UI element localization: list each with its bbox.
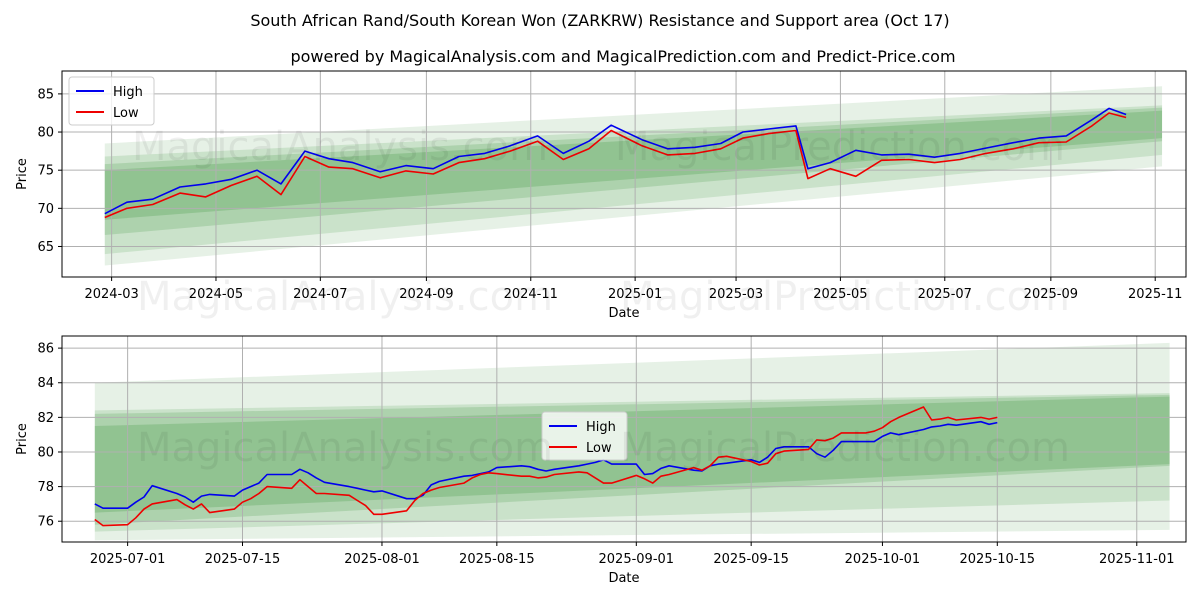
y-tick-label: 80 bbox=[37, 126, 54, 141]
x-tick-label: 2025-10-01 bbox=[845, 552, 921, 567]
x-tick-label: 2025-11 bbox=[1128, 287, 1182, 302]
support-resistance-band bbox=[94, 393, 1170, 532]
legend-label-high: High bbox=[586, 420, 616, 435]
x-tick-label: 2025-08-01 bbox=[344, 552, 420, 567]
y-axis-label: Price bbox=[15, 158, 30, 190]
watermark-left-top: MagicalAnalysis.com bbox=[132, 124, 548, 170]
y-tick-label: 85 bbox=[37, 87, 54, 102]
watermark-right-bottom: MagicalPrediction.com bbox=[620, 425, 1070, 471]
top-price-chart: 2024-03 2024-05 2024-07 2024-09 2024-11 2025-… bbox=[15, 70, 1187, 321]
chart-title: South African Rand/South Korean Won (ZAR… bbox=[250, 11, 949, 30]
y-tick-label: 82 bbox=[37, 411, 54, 426]
support-resistance-band bbox=[104, 110, 1163, 220]
plot-frame bbox=[61, 335, 1187, 543]
x-axis-label: Date bbox=[608, 571, 639, 586]
watermark-left-bottom: MagicalAnalysis.com bbox=[137, 425, 553, 471]
y-tick-label: 86 bbox=[37, 342, 54, 357]
legend-label-high: High bbox=[113, 85, 143, 100]
support-resistance-band bbox=[104, 86, 1163, 266]
y-tick-label: 75 bbox=[37, 164, 54, 179]
legend-label-low: Low bbox=[586, 441, 612, 456]
plot-area bbox=[62, 71, 1186, 277]
x-tick-label: 2024-07 bbox=[293, 287, 347, 302]
x-tick-label: 2025-01 bbox=[608, 287, 662, 302]
support-resistance-band bbox=[94, 396, 1170, 513]
series-line-low bbox=[94, 406, 998, 527]
x-tick-label: 2025-11-01 bbox=[1099, 552, 1175, 567]
x-axis-label: Date bbox=[608, 306, 639, 321]
y-tick-label: 80 bbox=[37, 445, 54, 460]
plot-area bbox=[62, 336, 1186, 542]
x-tick-label: 2025-08-15 bbox=[459, 552, 535, 567]
support-resistance-band bbox=[104, 107, 1163, 236]
x-tick-label: 2024-03 bbox=[84, 287, 138, 302]
watermark-right-mid: MagicalPrediction.com bbox=[620, 274, 1070, 320]
series-line-high bbox=[94, 420, 998, 509]
y-tick-label: 78 bbox=[37, 480, 54, 495]
chart-subtitle: powered by MagicalAnalysis.com and Magic… bbox=[290, 47, 955, 66]
x-tick-label: 2025-10-15 bbox=[960, 552, 1036, 567]
x-tick-label: 2025-07-15 bbox=[205, 552, 281, 567]
legend: High Low bbox=[68, 76, 155, 126]
x-tick-label: 2025-09-15 bbox=[713, 552, 789, 567]
y-tick-label: 76 bbox=[37, 515, 54, 530]
x-tick-label: 2025-07 bbox=[918, 287, 972, 302]
x-tick-label: 2025-09-01 bbox=[599, 552, 675, 567]
support-resistance-band bbox=[94, 394, 1170, 525]
series-line-low bbox=[104, 112, 1127, 219]
legend: High Low bbox=[541, 411, 628, 461]
watermark-left-mid: MagicalAnalysis.com bbox=[137, 274, 553, 320]
legend-label-low: Low bbox=[113, 106, 139, 121]
x-tick-label: 2025-03 bbox=[709, 287, 763, 302]
support-resistance-band bbox=[104, 105, 1163, 255]
x-tick-label: 2024-09 bbox=[399, 287, 453, 302]
y-tick-label: 70 bbox=[37, 202, 54, 217]
x-tick-label: 2024-05 bbox=[189, 287, 243, 302]
watermark-right-top: MagicalPrediction.com bbox=[615, 124, 1065, 170]
plot-frame bbox=[61, 70, 1187, 278]
y-tick-label: 84 bbox=[37, 376, 54, 391]
bottom-price-chart: 2025-07-01 2025-07-15 2025-08-01 2025-08-15… bbox=[15, 335, 1187, 586]
x-tick-label: 2024-11 bbox=[504, 287, 558, 302]
x-tick-label: 2025-07-01 bbox=[90, 552, 166, 567]
y-tick-label: 65 bbox=[37, 240, 54, 255]
series-line-high bbox=[104, 107, 1127, 215]
x-tick-label: 2025-09 bbox=[1024, 287, 1078, 302]
support-resistance-band bbox=[94, 342, 1170, 541]
y-axis-label: Price bbox=[15, 423, 30, 455]
x-tick-label: 2025-05 bbox=[813, 287, 867, 302]
